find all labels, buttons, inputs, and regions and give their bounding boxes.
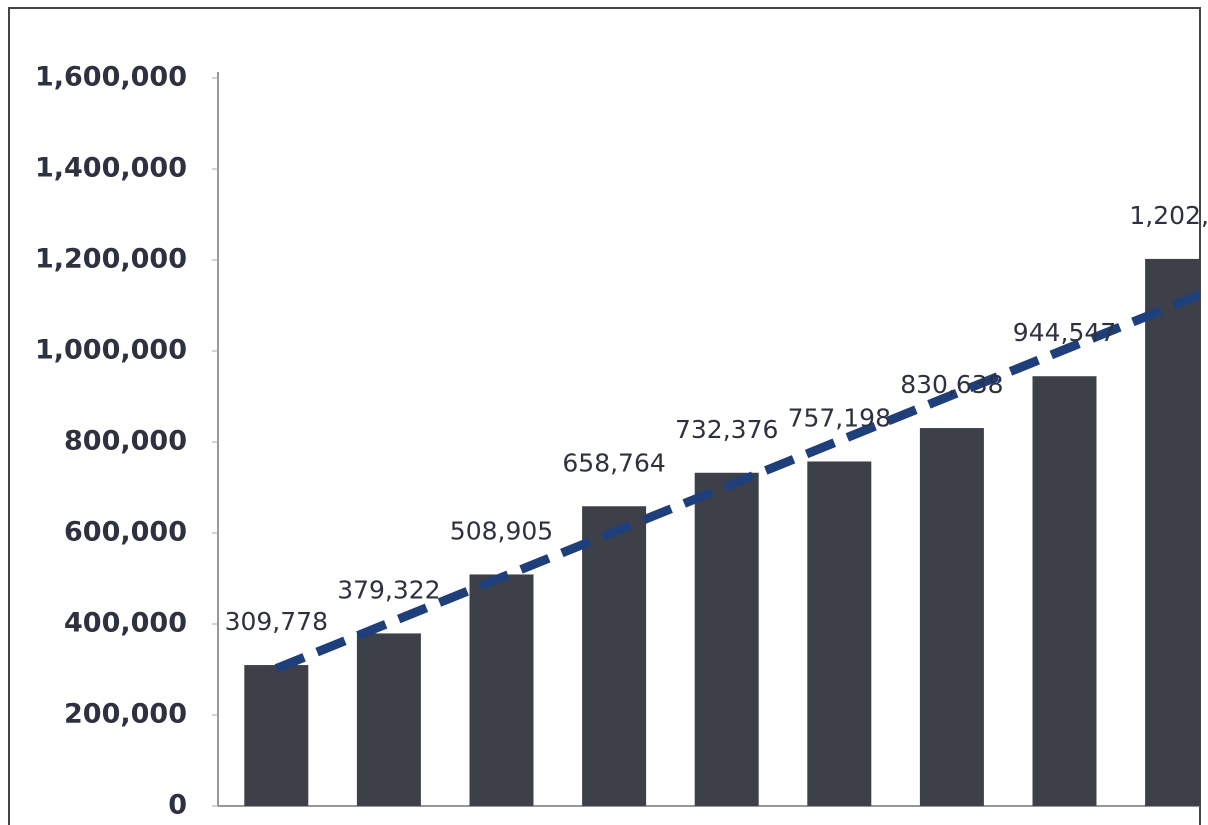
value-label: 658,764 [562,448,665,477]
bar [1032,376,1097,806]
y-tick-label: 400,000 [64,608,187,639]
bar [582,506,647,806]
y-tick-label: 1,200,000 [35,244,187,275]
bar [244,665,309,806]
value-label: 379,322 [337,575,440,604]
value-label: 830,638 [900,370,1003,399]
bar [469,574,534,806]
value-label: 1,202,4 [1129,201,1208,230]
y-tick-label: 1,000,000 [35,335,187,366]
bar [694,472,759,806]
value-label: 508,905 [450,516,553,545]
bar [807,461,872,806]
trendline [274,289,1200,673]
y-tick-label: 0 [168,790,187,821]
bar [1145,258,1200,807]
value-label: 309,778 [225,607,328,636]
y-tick-label: 600,000 [64,517,187,548]
bar [356,633,421,806]
value-label: 944,547 [1013,318,1116,347]
value-label: 757,198 [788,403,891,432]
y-tick-label: 200,000 [64,699,187,730]
y-tick-label: 1,600,000 [35,62,187,93]
plot-area [244,258,1200,807]
bar [919,428,984,806]
y-tick-label: 800,000 [64,426,187,457]
y-tick-label: 1,400,000 [35,153,187,184]
value-label: 732,376 [675,415,778,444]
